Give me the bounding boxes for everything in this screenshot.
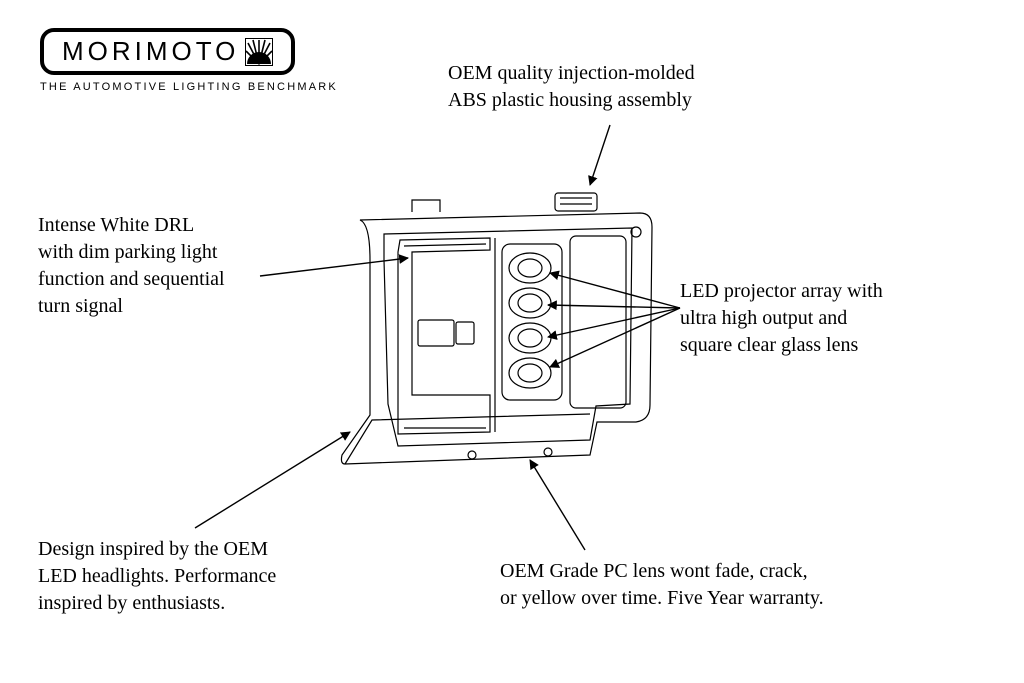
brand-logo: MORIMOTO The Automotive Lighting Benchma… bbox=[40, 28, 338, 93]
callout-line: OEM Grade PC lens wont fade, crack, bbox=[500, 558, 824, 585]
callout-line: LED projector array with bbox=[680, 278, 883, 305]
rising-sun-icon bbox=[245, 38, 273, 66]
callout-line: Design inspired by the OEM bbox=[38, 536, 276, 563]
callout-line: inspired by enthusiasts. bbox=[38, 590, 276, 617]
callout-lens: OEM Grade PC lens wont fade, crack, or y… bbox=[500, 558, 824, 612]
projector-stack bbox=[509, 253, 551, 388]
callout-projector: LED projector array with ultra high outp… bbox=[680, 278, 883, 359]
callout-line: function and sequential bbox=[38, 266, 225, 293]
logo-tagline: The Automotive Lighting Benchmark bbox=[40, 81, 338, 93]
logo-text: MORIMOTO bbox=[62, 36, 239, 67]
callout-line: ultra high output and bbox=[680, 305, 883, 332]
callout-design: Design inspired by the OEM LED headlight… bbox=[38, 536, 276, 617]
callout-drl: Intense White DRL with dim parking light… bbox=[38, 212, 225, 320]
callout-line: Intense White DRL bbox=[38, 212, 225, 239]
callout-line: turn signal bbox=[38, 293, 225, 320]
callout-line: ABS plastic housing assembly bbox=[448, 87, 695, 114]
callout-line: with dim parking light bbox=[38, 239, 225, 266]
callout-line: LED headlights. Performance bbox=[38, 563, 276, 590]
leader-lines bbox=[195, 125, 680, 550]
logo-box: MORIMOTO bbox=[40, 28, 295, 75]
headlight-outline bbox=[341, 193, 652, 464]
callout-line: or yellow over time. Five Year warranty. bbox=[500, 585, 824, 612]
callout-housing: OEM quality injection-molded ABS plastic… bbox=[448, 60, 695, 114]
callout-line: OEM quality injection-molded bbox=[448, 60, 695, 87]
callout-line: square clear glass lens bbox=[680, 332, 883, 359]
